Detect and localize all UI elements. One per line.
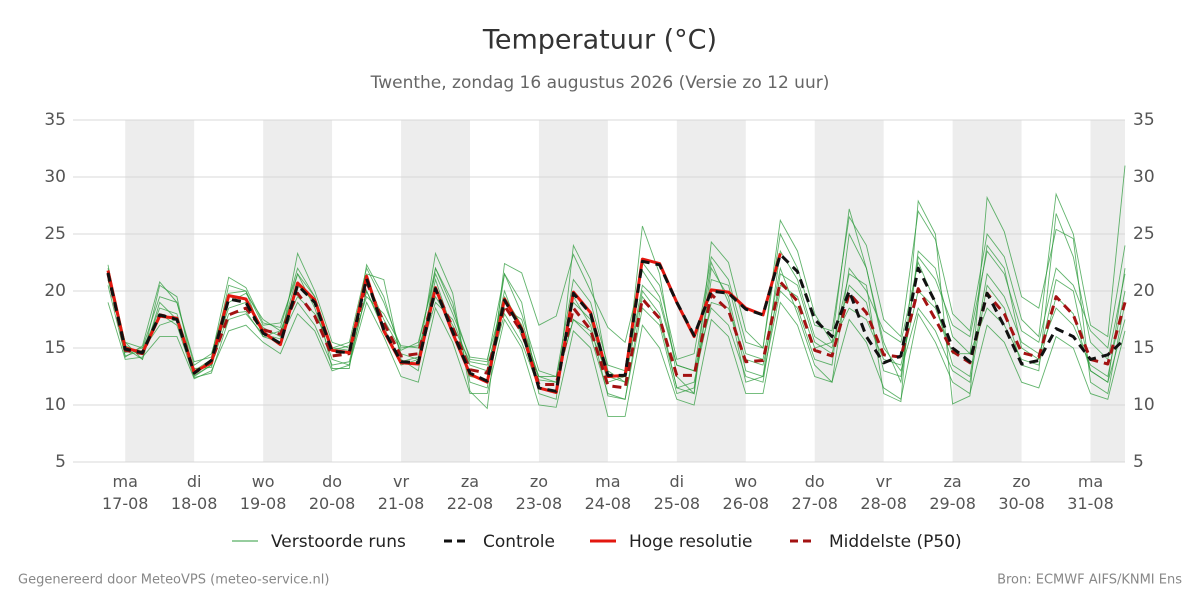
x-tick-label: di 25-08 — [654, 472, 701, 513]
x-tick-label: zo 23-08 — [516, 472, 563, 513]
x-tick-day: wo — [734, 472, 757, 491]
y-tick-label-right: 25 — [1133, 224, 1155, 244]
y-tick-label: 35 — [44, 110, 66, 130]
x-tick-day: vr — [876, 472, 892, 491]
x-tick-day: ma — [1078, 472, 1103, 491]
y-tick-label: 25 — [44, 224, 66, 244]
x-tick-day: di — [670, 472, 685, 491]
x-tick-day: do — [322, 472, 342, 491]
ensemble-run — [107, 195, 1126, 410]
x-tick-date: 18-08 — [171, 494, 218, 513]
y-tick-label: 5 — [55, 452, 66, 472]
x-tick-label: za 29-08 — [929, 472, 976, 513]
x-tick-day: zo — [1012, 472, 1030, 491]
legend-label: Middelste (P50) — [829, 532, 962, 552]
x-tick-label: za 22-08 — [447, 472, 494, 513]
chart-subtitle: Twenthe, zondag 16 augustus 2026 (Versie… — [370, 73, 830, 93]
x-tick-date: 20-08 — [309, 494, 356, 513]
y-tick-label: 15 — [44, 338, 66, 358]
x-tick-label: do 20-08 — [309, 472, 356, 513]
footer-right: Bron: ECMWF AIFS/KNMI Ens — [997, 573, 1182, 588]
y-tick-label-right: 10 — [1133, 395, 1155, 415]
x-tick-date: 31-08 — [1067, 494, 1114, 513]
x-tick-label: ma 17-08 — [102, 472, 149, 513]
x-tick-day: ma — [595, 472, 620, 491]
x-tick-date: 29-08 — [929, 494, 976, 513]
ensemble-run — [107, 301, 1126, 417]
x-tick-day: wo — [252, 472, 275, 491]
x-tick-day: za — [944, 472, 962, 491]
x-tick-day: ma — [113, 472, 138, 491]
y-tick-label: 30 — [44, 167, 66, 187]
x-tick-day: vr — [393, 472, 409, 491]
x-tick-date: 28-08 — [860, 494, 907, 513]
y-tick-label-right: 5 — [1133, 452, 1144, 472]
x-tick-date: 19-08 — [240, 494, 287, 513]
series-line — [106, 273, 1127, 390]
x-tick-label: do 27-08 — [791, 472, 838, 513]
x-tick-label: vr 28-08 — [860, 472, 907, 513]
x-tick-label: zo 30-08 — [998, 472, 1045, 513]
series-line — [106, 253, 1127, 393]
x-tick-date: 25-08 — [654, 494, 701, 513]
chart-title: Temperatuur (°C) — [482, 25, 717, 56]
ensemble-run — [107, 165, 1126, 378]
x-tick-date: 30-08 — [998, 494, 1045, 513]
x-tick-label: wo 19-08 — [240, 472, 287, 513]
legend-label: Controle — [483, 532, 555, 552]
y-tick-label: 10 — [44, 395, 66, 415]
y-tick-label-right: 30 — [1133, 167, 1155, 187]
x-tick-label: wo 26-08 — [723, 472, 770, 513]
x-tick-day: di — [187, 472, 202, 491]
x-tick-label: vr 21-08 — [378, 472, 425, 513]
x-tick-date: 23-08 — [516, 494, 563, 513]
x-tick-date: 27-08 — [791, 494, 838, 513]
ensemble-run — [107, 213, 1126, 400]
x-tick-date: 17-08 — [102, 494, 149, 513]
x-tick-day: za — [461, 472, 479, 491]
legend-label: Verstoorde runs — [271, 532, 406, 552]
x-tick-day: do — [805, 472, 825, 491]
x-tick-label: ma 31-08 — [1067, 472, 1114, 513]
y-tick-label-right: 20 — [1133, 281, 1155, 301]
x-tick-date: 21-08 — [378, 494, 425, 513]
y-tick-label-right: 35 — [1133, 110, 1155, 130]
x-tick-day: zo — [530, 472, 548, 491]
x-tick-label: di 18-08 — [171, 472, 218, 513]
series-line — [106, 252, 782, 394]
x-tick-date: 22-08 — [447, 494, 494, 513]
x-tick-label: ma 24-08 — [585, 472, 632, 513]
y-tick-label: 20 — [44, 281, 66, 301]
footer-left: Gegenereerd door MeteoVPS (meteo-service… — [18, 573, 329, 588]
x-tick-date: 24-08 — [585, 494, 632, 513]
legend-label: Hoge resolutie — [629, 532, 753, 552]
x-tick-date: 26-08 — [723, 494, 770, 513]
y-tick-label-right: 15 — [1133, 338, 1155, 358]
